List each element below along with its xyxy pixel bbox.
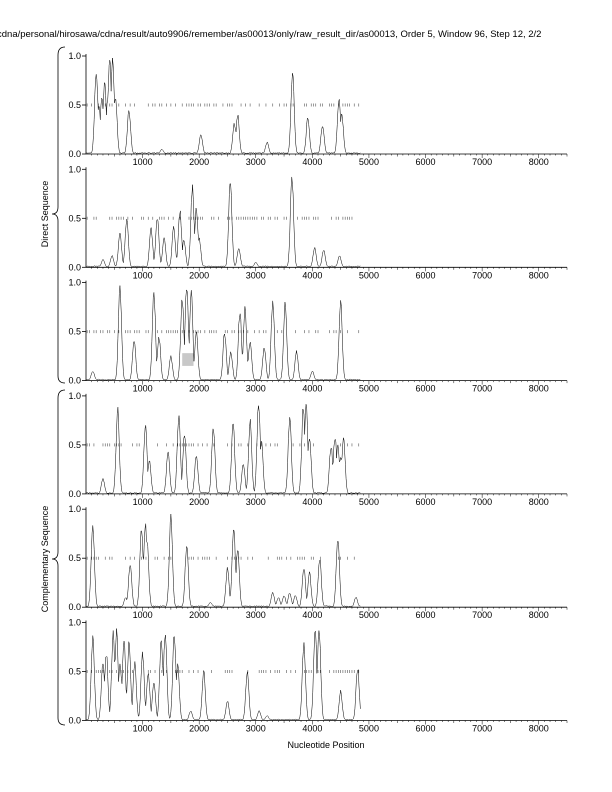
x-tick-label: 2000 bbox=[189, 610, 209, 620]
y-tick-label: 0.0 bbox=[68, 376, 81, 386]
x-tick-label: 6000 bbox=[416, 724, 436, 734]
x-tick-label: 3000 bbox=[246, 724, 266, 734]
y-tick-label: 1.0 bbox=[68, 278, 81, 288]
x-tick-label: 7000 bbox=[472, 610, 492, 620]
x-tick-label: 5000 bbox=[359, 270, 379, 280]
x-tick-label: 8000 bbox=[529, 384, 549, 394]
y-tick-label: 0.5 bbox=[68, 440, 81, 450]
x-tick-label: 3000 bbox=[246, 497, 266, 507]
x-tick-label: 7000 bbox=[472, 157, 492, 167]
y-tick-label: 1.0 bbox=[68, 51, 81, 61]
x-tick-label: 7000 bbox=[472, 270, 492, 280]
y-tick-label: 1.0 bbox=[68, 391, 81, 401]
chart-panels: 0.0 0.5 1.0 1000 2000 3000 4000 5000 6000 7000 800… bbox=[68, 51, 568, 734]
x-tick-label: 2000 bbox=[189, 157, 209, 167]
x-tick-label: 4000 bbox=[302, 610, 322, 620]
score-line bbox=[85, 514, 361, 608]
x-tick-label: 7000 bbox=[472, 724, 492, 734]
x-tick-label: 5000 bbox=[359, 157, 379, 167]
x-tick-label: 8000 bbox=[529, 497, 549, 507]
chart-panel-1: 0.0 0.5 1.0 1000 2000 3000 4000 5000 6000 7000 800… bbox=[68, 51, 568, 167]
x-tick-label: 8000 bbox=[529, 157, 549, 167]
x-tick-label: 1000 bbox=[133, 157, 153, 167]
direct-group-label: Direct Sequence bbox=[40, 181, 50, 248]
x-tick-label: 6000 bbox=[416, 157, 436, 167]
x-tick-label: 1000 bbox=[133, 384, 153, 394]
y-tick-label: 0.0 bbox=[68, 262, 81, 272]
x-tick-label: 5000 bbox=[359, 384, 379, 394]
x-tick-label: 1000 bbox=[133, 270, 153, 280]
x-tick-label: 8000 bbox=[529, 724, 549, 734]
chart-panel-6: 0.0 0.5 1.0 1000 2000 3000 4000 5000 6000 7000 800… bbox=[68, 618, 568, 734]
chart-panel-3: 0.0 0.5 1.0 1000 2000 3000 4000 5000 6000 7000 800… bbox=[68, 278, 568, 394]
x-tick-label: 4000 bbox=[302, 270, 322, 280]
y-tick-label: 0.5 bbox=[68, 553, 81, 563]
y-tick-label: 1.0 bbox=[68, 504, 81, 514]
x-tick-label: 5000 bbox=[359, 497, 379, 507]
y-tick-label: 0.5 bbox=[68, 213, 81, 223]
x-tick-label: 7000 bbox=[472, 384, 492, 394]
x-tick-label: 8000 bbox=[529, 610, 549, 620]
y-tick-label: 0.0 bbox=[68, 149, 81, 159]
x-tick-label: 4000 bbox=[302, 157, 322, 167]
y-tick-label: 1.0 bbox=[68, 164, 81, 174]
score-line bbox=[85, 285, 361, 381]
y-tick-label: 1.0 bbox=[68, 618, 81, 628]
y-tick-label: 0.0 bbox=[68, 489, 81, 499]
x-tick-label: 2000 bbox=[189, 724, 209, 734]
x-tick-label: 3000 bbox=[246, 270, 266, 280]
x-tick-label: 1000 bbox=[133, 497, 153, 507]
x-tick-label: 4000 bbox=[302, 384, 322, 394]
chart-panel-5: 0.0 0.5 1.0 1000 2000 3000 4000 5000 6000 7000 800… bbox=[68, 504, 568, 620]
chart-panel-4: 0.0 0.5 1.0 1000 2000 3000 4000 5000 6000 7000 800… bbox=[68, 391, 568, 507]
x-tick-label: 2000 bbox=[189, 270, 209, 280]
score-line bbox=[85, 404, 361, 494]
page-title: cdna/personal/hirosawa/cdna/result/auto9… bbox=[0, 29, 541, 40]
x-tick-label: 6000 bbox=[416, 270, 436, 280]
x-tick-label: 5000 bbox=[359, 724, 379, 734]
complementary-group-brace bbox=[51, 389, 66, 726]
y-tick-label: 0.0 bbox=[68, 716, 81, 726]
x-tick-label: 3000 bbox=[246, 157, 266, 167]
y-tick-label: 0.0 bbox=[68, 602, 81, 612]
x-tick-label: 6000 bbox=[416, 384, 436, 394]
x-tick-label: 5000 bbox=[359, 610, 379, 620]
x-axis-label: Nucleotide Position bbox=[287, 740, 364, 750]
y-tick-label: 0.5 bbox=[68, 100, 81, 110]
x-tick-label: 4000 bbox=[302, 497, 322, 507]
complementary-group-label: Complementary Sequence bbox=[40, 506, 50, 613]
x-tick-label: 6000 bbox=[416, 497, 436, 507]
x-tick-label: 2000 bbox=[189, 384, 209, 394]
chart-panel-2: 0.0 0.5 1.0 1000 2000 3000 4000 5000 6000 7000 800… bbox=[68, 164, 568, 280]
x-tick-label: 2000 bbox=[189, 497, 209, 507]
score-line bbox=[85, 628, 361, 721]
x-tick-label: 6000 bbox=[416, 610, 436, 620]
direct-group-brace bbox=[51, 46, 66, 384]
x-tick-label: 1000 bbox=[133, 724, 153, 734]
x-tick-label: 1000 bbox=[133, 610, 153, 620]
x-tick-label: 8000 bbox=[529, 270, 549, 280]
x-tick-label: 3000 bbox=[246, 384, 266, 394]
x-tick-label: 7000 bbox=[472, 497, 492, 507]
highlight-box bbox=[182, 353, 194, 366]
x-tick-label: 4000 bbox=[302, 724, 322, 734]
x-tick-label: 3000 bbox=[246, 610, 266, 620]
y-tick-label: 0.5 bbox=[68, 327, 81, 337]
score-line bbox=[85, 176, 361, 268]
y-tick-label: 0.5 bbox=[68, 667, 81, 677]
score-line bbox=[85, 57, 361, 154]
